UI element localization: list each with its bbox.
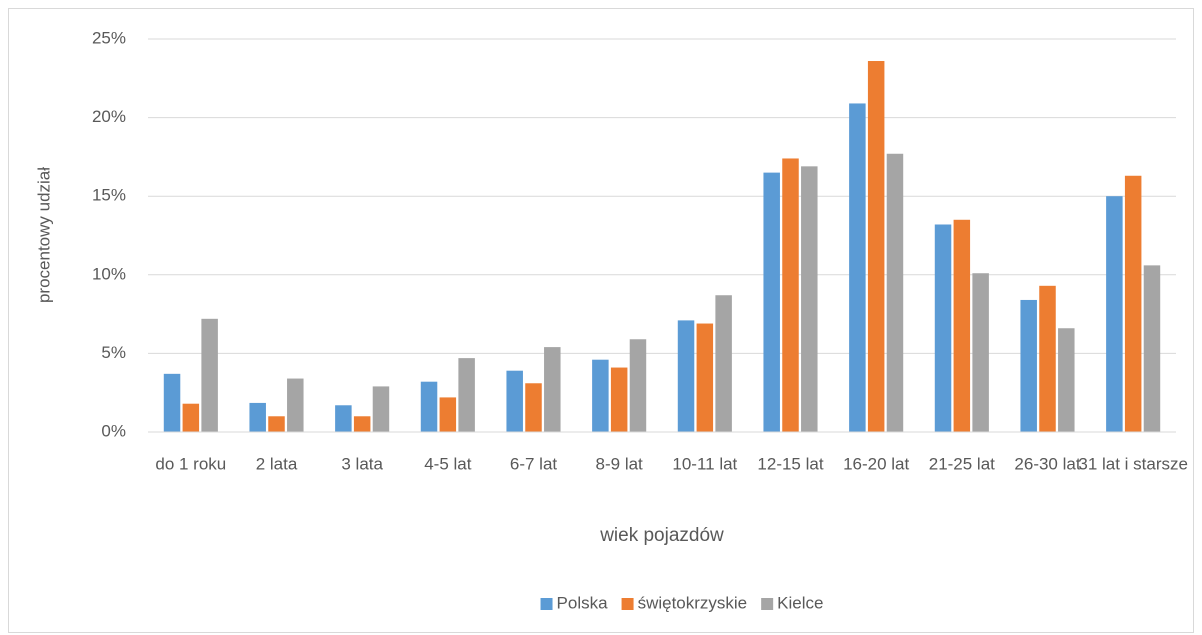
bar — [182, 403, 200, 432]
bar — [849, 103, 866, 433]
bar — [1058, 328, 1075, 432]
bar — [420, 381, 438, 432]
legend-label: Polska — [557, 593, 609, 612]
bar — [1020, 299, 1037, 432]
bar — [696, 323, 714, 432]
bar — [867, 61, 885, 433]
bar — [439, 397, 457, 432]
bar — [544, 347, 561, 432]
legend-label: Kielce — [777, 593, 823, 612]
y-axis-title: procentowy udział — [34, 167, 53, 303]
bar — [525, 383, 542, 432]
bar — [629, 339, 647, 432]
bar — [1124, 175, 1142, 432]
x-tick-label: 16-20 lat — [843, 454, 909, 473]
bar — [506, 370, 523, 432]
bar — [763, 172, 780, 432]
legend-label: świętokrzyskie — [638, 593, 748, 612]
x-tick-label: 4-5 lat — [424, 454, 472, 473]
bar — [458, 358, 475, 432]
bar — [287, 378, 304, 432]
bar — [782, 158, 799, 433]
y-tick-label: 25% — [92, 28, 126, 47]
x-tick-label: 21-25 lat — [929, 454, 995, 473]
legend-swatch — [540, 598, 553, 610]
bar — [715, 295, 732, 432]
bar — [335, 405, 352, 432]
x-tick-label: 3 lata — [341, 454, 383, 473]
legend-swatch — [761, 598, 774, 610]
x-axis-title: wiek pojazdów — [599, 525, 724, 546]
bar — [353, 416, 371, 432]
x-tick-label: 31 lat i starsze — [1078, 454, 1188, 473]
bar — [163, 373, 181, 432]
x-tick-label: 2 lata — [256, 454, 298, 473]
legend-swatch — [621, 598, 634, 610]
bar — [372, 386, 390, 432]
x-tick-label: do 1 roku — [155, 454, 226, 473]
y-tick-label: 20% — [92, 107, 126, 126]
y-tick-label: 5% — [101, 343, 126, 362]
y-tick-label: 0% — [101, 421, 126, 440]
bar — [953, 219, 971, 432]
bar — [249, 402, 266, 432]
y-tick-label: 10% — [92, 264, 126, 283]
bar — [886, 153, 904, 433]
x-tick-label: 10-11 lat — [672, 454, 737, 473]
bar — [592, 359, 609, 432]
bar — [972, 273, 989, 432]
bar — [268, 416, 285, 432]
bar — [1039, 285, 1056, 432]
x-tick-label: 6-7 lat — [510, 454, 558, 473]
x-tick-label: 26-30 lat — [1014, 454, 1080, 473]
bar — [677, 320, 695, 432]
bar — [201, 318, 218, 432]
bar — [1106, 196, 1123, 432]
bar — [801, 166, 818, 432]
bar — [934, 224, 952, 432]
bar — [610, 367, 628, 432]
bar — [1143, 265, 1161, 432]
x-tick-label: 8-9 lat — [596, 454, 644, 473]
x-tick-label: 12-15 lat — [757, 454, 823, 473]
y-tick-label: 15% — [92, 186, 126, 205]
